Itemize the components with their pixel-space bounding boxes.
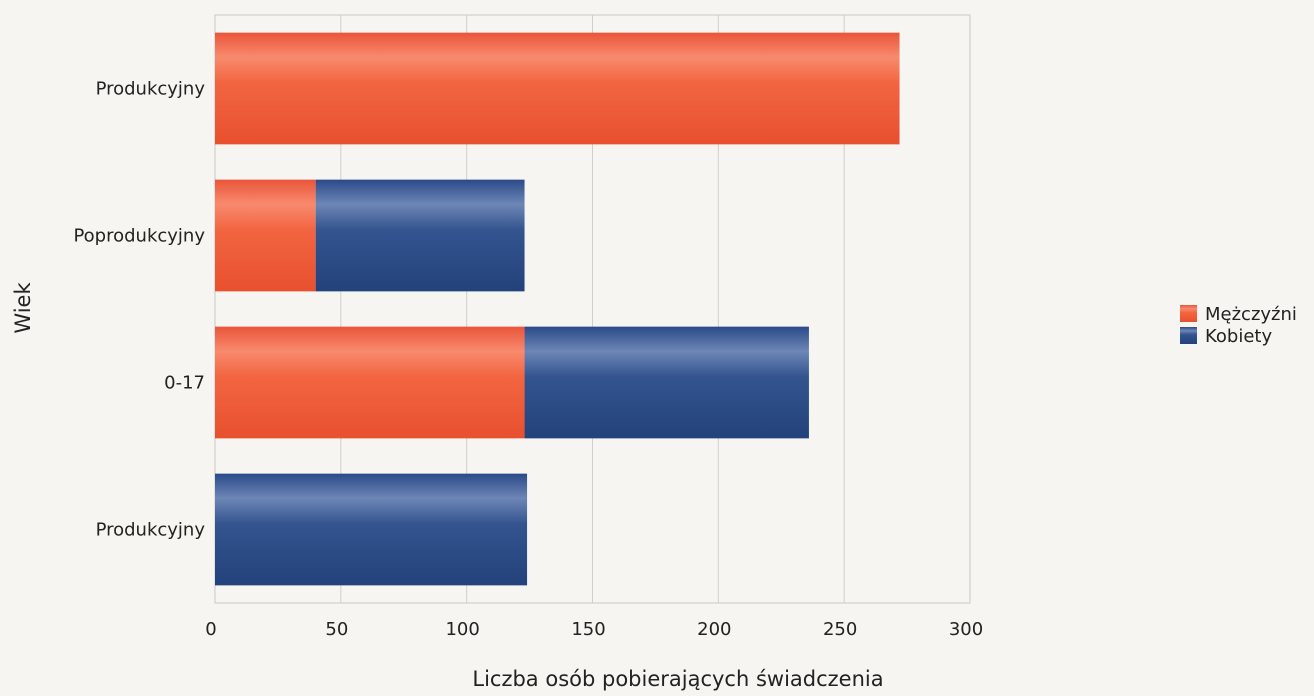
legend-label: Kobiety [1205, 326, 1272, 347]
bar-segment [215, 473, 528, 586]
plot-area: 0 50 100 150 200 250 300 Produkcyjny Poprodukcy… [73, 14, 983, 640]
x-tick-label: 300 [949, 619, 983, 640]
x-axis-title: Liczba osób pobierających świadczenia [472, 667, 883, 691]
y-axis-categories: Produkcyjny Poprodukcyjny 0-17 Produkcyjny [73, 79, 205, 541]
bar-segment [215, 326, 525, 439]
y-axis-title: Wiek [11, 282, 35, 334]
x-tick-label: 150 [571, 619, 605, 640]
bar-segment [215, 179, 316, 292]
x-tick-label: 100 [445, 619, 479, 640]
legend-swatch [1180, 327, 1197, 344]
bar-segment [215, 32, 900, 145]
y-category-label: Produkcyjny [96, 79, 206, 100]
x-tick-label: 250 [823, 619, 857, 640]
x-tick-label: 0 [205, 619, 216, 640]
legend-label: Mężczyźni [1205, 304, 1297, 325]
y-category-label: Produkcyjny [96, 520, 206, 541]
legend-swatch [1180, 305, 1197, 322]
x-axis-ticks: 0 50 100 150 200 250 300 [205, 619, 983, 640]
y-category-label: Poprodukcyjny [73, 226, 205, 247]
x-tick-label: 200 [697, 619, 731, 640]
bar-segment [315, 179, 525, 292]
x-tick-label: 50 [325, 619, 348, 640]
bar-segment [524, 326, 809, 439]
y-category-label: 0-17 [164, 373, 205, 394]
bars [215, 32, 900, 586]
